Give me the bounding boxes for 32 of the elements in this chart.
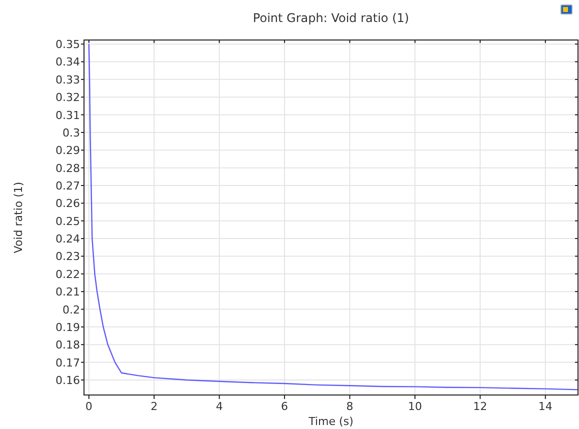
x-tick-label: 14 [538,400,552,413]
y-tick-label: 0.28 [56,162,80,175]
y-tick-label: 0.24 [56,232,80,246]
y-tick-label: 0.3 [62,126,80,140]
x-tick-label: 10 [408,400,422,413]
y-axis-title: Void ratio (1) [12,182,25,254]
y-tick-label: 0.27 [56,180,80,192]
x-tick-label: 6 [281,400,288,413]
y-tick-label: 0.31 [56,108,80,122]
y-tick-label: 0.22 [56,268,80,281]
y-tick-label: 0.25 [56,214,80,228]
y-tick-label: 0.18 [56,338,80,352]
y-tick-label: 0.19 [56,320,80,334]
y-tick-label: 0.29 [56,144,80,158]
x-tick-label: 8 [346,400,354,413]
x-tick-label: 2 [150,400,158,413]
y-tick-label: 0.16 [56,374,80,387]
y-tick-label: 0.35 [56,38,80,52]
y-tick-label: 0.17 [56,356,80,370]
y-tick-label: 0.26 [56,197,80,210]
y-tick-label: 0.21 [56,286,80,299]
line-series [88,43,578,390]
y-tick-label: 0.32 [56,91,80,104]
y-tick-label: 0.33 [56,73,80,86]
x-tick-label: 4 [216,400,223,413]
chart-title: Point Graph: Void ratio (1) [252,11,410,25]
y-tick-label: 0.23 [56,250,80,264]
x-axis-title: Time (s) [308,415,354,428]
y-tick-label: 0.34 [56,56,80,69]
y-tick-label: 0.2 [62,303,80,316]
x-tick-label: 0 [85,400,92,413]
x-tick-label: 12 [473,400,488,413]
